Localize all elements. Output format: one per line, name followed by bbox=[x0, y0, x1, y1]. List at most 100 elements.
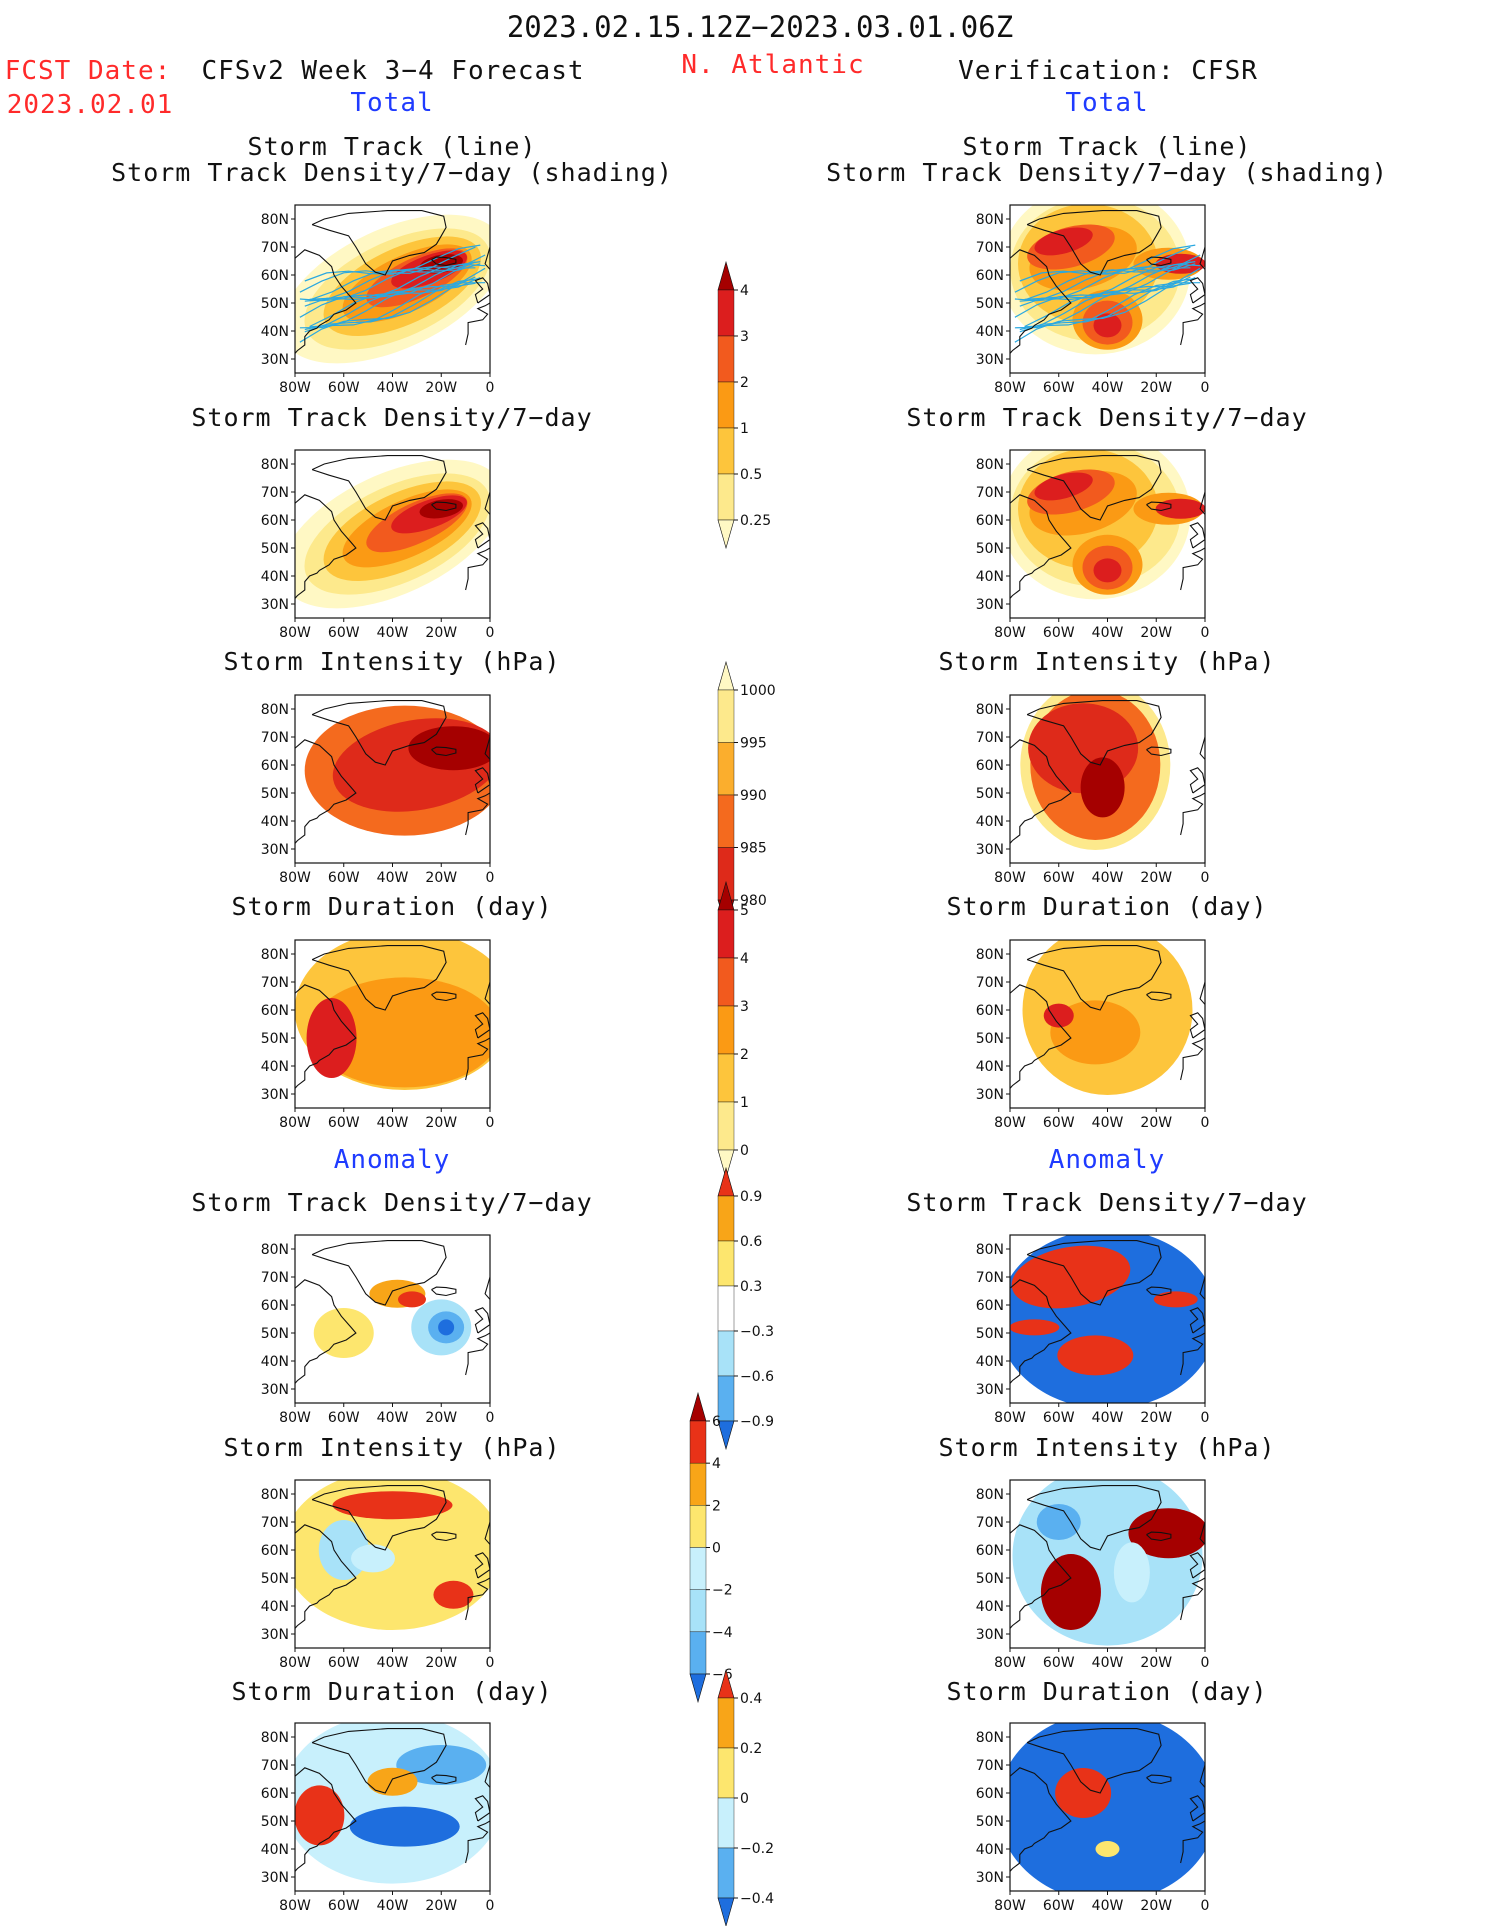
lat-tick-label: 70N bbox=[976, 240, 1004, 256]
lat-tick-label: 70N bbox=[261, 730, 289, 746]
lat-tick-label: 40N bbox=[976, 814, 1004, 830]
scandinavia-coast bbox=[1199, 491, 1205, 515]
colorbar-duration-total: 5 4 3 2 1 0 bbox=[717, 880, 749, 1180]
lon-tick-label: 60W bbox=[328, 1655, 360, 1671]
lat-tick-label: 40N bbox=[976, 1599, 1004, 1615]
lon-tick-label: 40W bbox=[377, 380, 409, 396]
lon-tick-label: 60W bbox=[1043, 1655, 1075, 1671]
colorbar-density-total: 4 3 2 1 0.5 0.25 bbox=[717, 260, 771, 550]
lon-tick-label: 40W bbox=[377, 1655, 409, 1671]
lat-tick-label: 50N bbox=[261, 1571, 289, 1587]
iceland-coast bbox=[1146, 746, 1172, 757]
lon-tick-label: 60W bbox=[328, 1115, 360, 1131]
lon-tick-label: 80W bbox=[994, 870, 1026, 886]
greenland-coast bbox=[311, 1728, 447, 1794]
map-track-verification: 80N 70N 60N 50N 40N 30N 80W 60W 40W 20W 0 bbox=[976, 204, 1209, 396]
colorbar-label: 0.5 bbox=[740, 467, 762, 483]
shaded-region bbox=[1034, 472, 1093, 501]
storm-track-line bbox=[304, 277, 481, 331]
lat-tick-label: 70N bbox=[976, 975, 1004, 991]
colorbar-label: −2 bbox=[712, 1583, 733, 1599]
storm-track-line bbox=[1019, 263, 1196, 302]
title-track-shading-right: Storm Track Density/7−day (shading) bbox=[826, 158, 1388, 187]
lon-tick-label: 20W bbox=[1140, 625, 1172, 641]
iceland-coast bbox=[1146, 501, 1172, 512]
shaded-region bbox=[351, 1544, 395, 1573]
lat-tick-label: 80N bbox=[976, 457, 1004, 473]
lon-tick-label: 20W bbox=[425, 1898, 457, 1914]
colorbar-label: 0.9 bbox=[740, 1189, 762, 1205]
shaded-region bbox=[1095, 1841, 1120, 1857]
colorbar-duration-anomaly: 0.4 0.2 0 −0.2 −0.4 bbox=[717, 1668, 774, 1926]
lon-tick-label: 80W bbox=[994, 1410, 1026, 1426]
colorbar-label: 0.4 bbox=[740, 1691, 762, 1707]
shaded-region bbox=[396, 1745, 487, 1785]
shaded-region bbox=[1155, 498, 1205, 519]
lat-tick-label: 60N bbox=[976, 1786, 1004, 1802]
colorbar-density-anomaly: 0.9 0.6 0.3 −0.3 −0.6 −0.9 bbox=[717, 1166, 774, 1451]
colorbar-label: 1 bbox=[740, 1095, 749, 1111]
colorbar-label: 2 bbox=[740, 1047, 749, 1063]
greenland-coast bbox=[1026, 210, 1162, 276]
north-america-coast bbox=[1010, 1524, 1072, 1629]
storm-track-line bbox=[1019, 244, 1196, 282]
lat-tick-label: 80N bbox=[261, 702, 289, 718]
shaded-region bbox=[1055, 1768, 1112, 1818]
title-density-right: Storm Track Density/7−day bbox=[906, 403, 1308, 432]
iceland-coast bbox=[1146, 1774, 1172, 1785]
map-anom-duration-forecast: 80N 70N 60N 50N 40N 30N 80W 60W 40W 20W 0 bbox=[261, 1722, 494, 1914]
scandinavia-coast bbox=[1199, 1764, 1205, 1788]
lat-tick-label: 30N bbox=[976, 842, 1004, 858]
lat-tick-label: 60N bbox=[976, 758, 1004, 774]
lon-tick-label: 0 bbox=[486, 1898, 495, 1914]
europe-coast bbox=[465, 1577, 490, 1621]
colorbar-label: 0.3 bbox=[740, 1279, 762, 1295]
lon-tick-label: 80W bbox=[279, 1655, 311, 1671]
lat-tick-label: 40N bbox=[261, 1599, 289, 1615]
shaded-region bbox=[332, 1491, 453, 1520]
north-america-coast bbox=[295, 1767, 357, 1872]
lat-tick-label: 40N bbox=[976, 1354, 1004, 1370]
map-density-forecast: 80N 70N 60N 50N 40N 30N 80W 60W 40W 20W 0 bbox=[261, 449, 494, 641]
storm-track-line bbox=[1014, 246, 1191, 293]
lon-tick-label: 20W bbox=[1140, 1655, 1172, 1671]
greenland-coast bbox=[311, 455, 447, 521]
lat-tick-label: 80N bbox=[261, 947, 289, 963]
lat-tick-label: 70N bbox=[976, 1515, 1004, 1531]
storm-track-line bbox=[299, 276, 476, 343]
scandinavia-coast bbox=[1199, 736, 1205, 760]
lon-tick-label: 80W bbox=[994, 1655, 1026, 1671]
lat-tick-label: 80N bbox=[976, 212, 1004, 228]
lat-tick-label: 50N bbox=[261, 1031, 289, 1047]
scandinavia-coast bbox=[1199, 1521, 1205, 1545]
uk-coast bbox=[1189, 767, 1205, 794]
lon-tick-label: 0 bbox=[1201, 1115, 1210, 1131]
storm-track-line bbox=[1019, 277, 1196, 331]
storm-track-line bbox=[1014, 266, 1191, 302]
shaded-region bbox=[1057, 1335, 1134, 1376]
lat-tick-label: 60N bbox=[261, 268, 289, 284]
lat-tick-label: 80N bbox=[976, 1242, 1004, 1258]
greenland-coast bbox=[1026, 1240, 1162, 1306]
lat-tick-label: 40N bbox=[261, 1059, 289, 1075]
lat-tick-label: 80N bbox=[261, 1487, 289, 1503]
lon-tick-label: 20W bbox=[425, 1115, 457, 1131]
lat-tick-label: 50N bbox=[976, 296, 1004, 312]
greenland-coast bbox=[311, 945, 447, 1011]
map-duration-verification: 80N 70N 60N 50N 40N 30N 80W 60W 40W 20W 0 bbox=[976, 939, 1209, 1131]
lat-tick-label: 40N bbox=[261, 1842, 289, 1858]
forecast-period: 2023.02.15.12Z−2023.03.01.06Z bbox=[506, 10, 1014, 44]
storm-track-line bbox=[309, 267, 486, 328]
lat-tick-label: 80N bbox=[976, 947, 1004, 963]
europe-coast bbox=[1180, 547, 1205, 591]
greenland-coast bbox=[1026, 455, 1162, 521]
scandinavia-coast bbox=[484, 1521, 490, 1545]
scandinavia-coast bbox=[484, 1276, 490, 1300]
lat-tick-label: 40N bbox=[976, 1842, 1004, 1858]
scandinavia-coast bbox=[484, 736, 490, 760]
lat-tick-label: 70N bbox=[261, 1515, 289, 1531]
shaded-region bbox=[1080, 757, 1125, 818]
fcst-date-value: 2023.02.01 bbox=[6, 90, 174, 120]
lat-tick-label: 50N bbox=[261, 1326, 289, 1342]
lon-tick-label: 40W bbox=[1092, 870, 1124, 886]
